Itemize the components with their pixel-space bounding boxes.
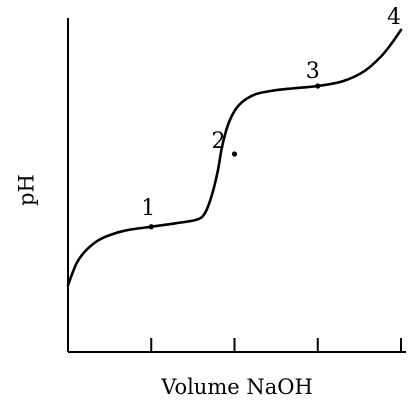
titration-curve xyxy=(66,28,403,287)
y-axis-label: pH xyxy=(15,174,39,206)
point-label-2: 2 xyxy=(212,129,226,154)
x-axis-label: Volume NaOH xyxy=(160,375,313,399)
point-marker-3 xyxy=(315,83,321,89)
point-label-3: 3 xyxy=(306,59,320,84)
point-marker-2 xyxy=(231,151,238,157)
point-marker-1 xyxy=(148,224,154,230)
point-label-4: 4 xyxy=(387,5,401,30)
point-label-1: 1 xyxy=(141,196,155,221)
x-axis-ticks xyxy=(150,338,402,352)
equivalence-points: 1 2 3 4 xyxy=(141,5,401,230)
axes xyxy=(67,18,406,353)
